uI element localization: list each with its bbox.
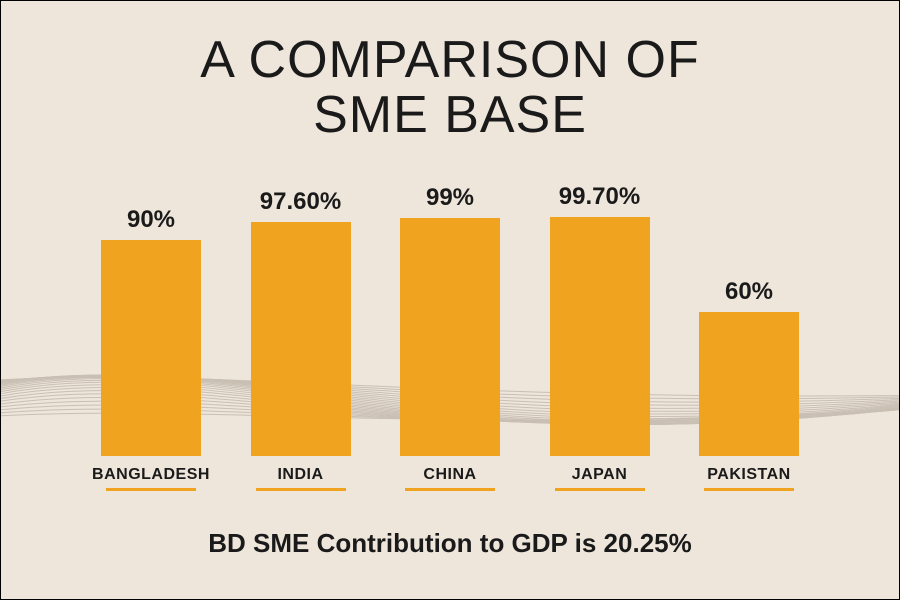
bar-label: PAKISTAN xyxy=(707,466,790,484)
bar-value: 99.70% xyxy=(559,183,640,211)
bar-col-4: 60% PAKISTAN xyxy=(689,278,809,491)
bar-rect xyxy=(400,218,500,456)
bar-label: CHINA xyxy=(423,466,476,484)
bar-rect xyxy=(550,217,650,456)
bar-underline xyxy=(704,488,794,491)
bar-rect xyxy=(699,312,799,456)
bar-underline xyxy=(555,488,645,491)
bar-label: JAPAN xyxy=(572,466,628,484)
bar-value: 97.60% xyxy=(260,188,341,216)
bar-underline xyxy=(256,488,346,491)
footer-text: BD SME Contribution to GDP is 20.25% xyxy=(1,528,899,559)
bar-col-1: 97.60% INDIA xyxy=(241,188,361,491)
bar-underline xyxy=(405,488,495,491)
bar-value: 60% xyxy=(725,278,773,306)
bar-col-2: 99% CHINA xyxy=(390,184,510,491)
bar-underline xyxy=(106,488,196,491)
bar-value: 90% xyxy=(127,206,175,234)
chart-canvas: A COMPARISON OF SME BASE 90% BANGLADESH … xyxy=(0,0,900,600)
bar-col-3: 99.70% JAPAN xyxy=(540,183,660,491)
bar-chart: 90% BANGLADESH 97.60% INDIA 99% CHINA 99… xyxy=(91,191,809,491)
bar-rect xyxy=(251,222,351,456)
bar-rect xyxy=(101,240,201,456)
bar-label: INDIA xyxy=(277,466,323,484)
title-line-2: SME BASE xyxy=(1,88,899,143)
bar-label: BANGLADESH xyxy=(92,466,210,484)
title-line-1: A COMPARISON OF xyxy=(1,33,899,88)
bar-col-0: 90% BANGLADESH xyxy=(91,206,211,491)
chart-title: A COMPARISON OF SME BASE xyxy=(1,33,899,142)
bar-value: 99% xyxy=(426,184,474,212)
